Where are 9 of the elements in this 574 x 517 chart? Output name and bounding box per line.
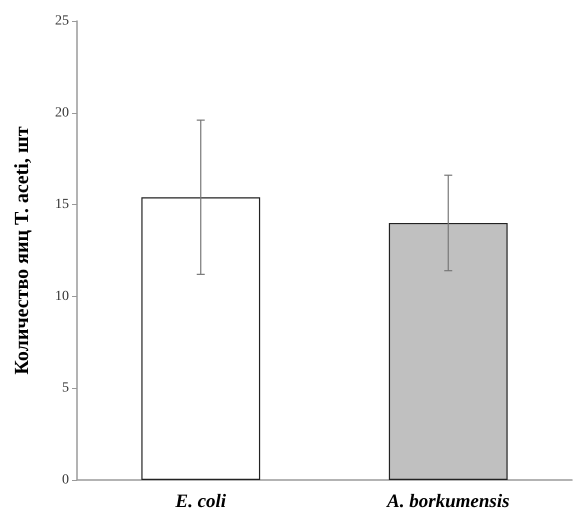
y-tick-label: 5 [62, 380, 69, 396]
y-tick-label: 20 [55, 105, 69, 120]
x-tick-label: E. coli [174, 491, 227, 512]
y-tick-label: 0 [62, 472, 69, 488]
y-tick-label: 25 [55, 14, 69, 28]
y-axis-title: Количество яиц T. aceti, шт [11, 126, 33, 375]
y-tick-label: 15 [55, 197, 69, 212]
x-tick-label: A. borkumensis [386, 491, 510, 512]
y-tick-label: 10 [55, 288, 69, 304]
